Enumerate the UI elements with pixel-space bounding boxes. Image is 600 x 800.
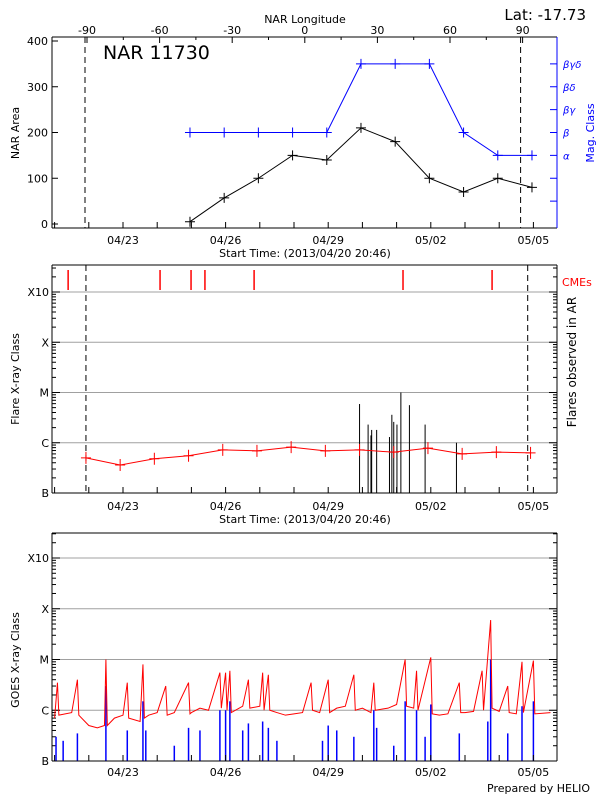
- goes-x-tick-label: 05/02: [415, 766, 447, 779]
- credit-label: Prepared by HELIO: [487, 782, 590, 795]
- flares-y-tick-label: B: [41, 487, 49, 500]
- goes-x-tick-label: 05/05: [518, 766, 550, 779]
- mag-class-point: [355, 58, 366, 69]
- nar-area-point: [321, 154, 332, 165]
- goes-y-tick-label: X10: [27, 552, 49, 565]
- flare-level-point: [457, 447, 468, 460]
- goes-y-tick-label: B: [41, 755, 49, 768]
- top-axis-label: NAR Longitude: [264, 13, 346, 26]
- nar-y-tick-label: 0: [41, 218, 48, 231]
- mag-class-tick-label: βδ: [562, 83, 576, 94]
- goes-x-tick-label: 04/23: [107, 766, 139, 779]
- nar-y-tick-label: 200: [27, 127, 48, 140]
- goes-x-tick-label: 04/29: [312, 766, 344, 779]
- nar-area-point: [253, 173, 264, 184]
- longitude-tick-label: 90: [516, 24, 530, 37]
- nar-area-point: [184, 216, 195, 227]
- mag-class-point: [458, 127, 469, 138]
- nar-area-point: [355, 122, 366, 133]
- longitude-tick-label: -60: [151, 24, 169, 37]
- flares-x-label: Start Time: (2013/04/20 20:46): [219, 513, 391, 526]
- flare-level-point: [115, 459, 126, 472]
- mag-class-tick-label: α: [563, 151, 570, 162]
- nar-y-tick-label: 300: [27, 81, 48, 94]
- nar-area-point: [424, 173, 435, 184]
- nar-x-label: Start Time: (2013/04/20 20:46): [219, 247, 391, 260]
- mag-class-tick-label: βγ: [562, 106, 576, 117]
- mag-class-label: Mag. Class: [584, 103, 597, 162]
- mag-class-point: [321, 127, 332, 138]
- nar-area-point: [458, 186, 469, 197]
- mag-class-point: [390, 58, 401, 69]
- nar-x-tick-label: 04/29: [312, 234, 344, 247]
- flares-x-tick-label: 05/02: [415, 500, 447, 513]
- mag-class-point: [219, 127, 230, 138]
- flares-x-tick-label: 04/23: [107, 500, 139, 513]
- flares-y-label: Flare X-ray Class: [9, 333, 22, 425]
- nar-x-tick-label: 05/05: [518, 234, 550, 247]
- mag-class-point: [492, 150, 503, 161]
- longitude-tick-label: 0: [301, 24, 308, 37]
- goes-x-tick-label: 04/26: [210, 766, 242, 779]
- nar-y-label: NAR Area: [9, 107, 22, 159]
- flare-level-line: [85, 446, 531, 466]
- flares-x-tick-label: 04/26: [210, 500, 242, 513]
- nar-x-tick-label: 05/02: [415, 234, 447, 247]
- flare-level-point: [80, 451, 91, 464]
- flares-y-tick-label: C: [41, 437, 49, 450]
- mag-class-point: [526, 150, 537, 161]
- goes-y-tick-label: M: [40, 654, 50, 667]
- flare-level-point: [251, 444, 262, 457]
- nar-area-point: [219, 192, 230, 203]
- mag-class-tick-label: βγδ: [562, 60, 581, 71]
- mag-class-point: [184, 127, 195, 138]
- region-title: NAR 11730: [103, 42, 210, 64]
- flare-level-point: [491, 446, 502, 459]
- flares-x-tick-label: 04/29: [312, 500, 344, 513]
- nar-area-point: [390, 136, 401, 147]
- flare-level-point: [388, 446, 399, 459]
- mag-class-point: [424, 58, 435, 69]
- flare-level-point: [525, 446, 536, 459]
- nar-area-point: [492, 173, 503, 184]
- flare-level-point: [183, 449, 194, 462]
- flares-x-tick-label: 05/05: [518, 500, 550, 513]
- longitude-tick-label: -30: [223, 24, 241, 37]
- flare-level-point: [354, 443, 365, 456]
- mag-class-tick-label: β: [562, 129, 570, 140]
- flare-level-point: [217, 443, 228, 456]
- flare-level-point: [320, 444, 331, 457]
- flares-y2-label: Flares observed in AR: [565, 297, 579, 427]
- longitude-tick-label: 30: [370, 24, 384, 37]
- latitude-label: Lat: -17.73: [504, 6, 586, 24]
- nar-y-tick-label: 400: [27, 35, 48, 48]
- flare-level-point: [286, 441, 297, 454]
- flares-y-tick-label: X10: [27, 286, 49, 299]
- flare-level-point: [422, 442, 433, 455]
- mag-class-line: [189, 63, 532, 156]
- goes-long-line: [54, 619, 551, 729]
- cme-label: CMEs: [562, 276, 592, 289]
- flares-y-tick-label: X: [41, 336, 49, 349]
- mag-class-point: [287, 127, 298, 138]
- nar-area-line: [189, 127, 533, 223]
- nar-x-tick-label: 04/26: [210, 234, 242, 247]
- longitude-tick-label: -90: [78, 24, 96, 37]
- flare-level-point: [149, 452, 160, 465]
- goes-y-tick-label: C: [41, 704, 49, 717]
- goes-y-tick-label: X: [41, 603, 49, 616]
- nar-x-tick-label: 04/23: [107, 234, 139, 247]
- nar-area-point: [287, 150, 298, 161]
- flares-y-tick-label: M: [40, 387, 50, 400]
- nar-y-tick-label: 100: [27, 172, 48, 185]
- nar-area-point: [526, 182, 537, 193]
- mag-class-point: [253, 127, 264, 138]
- longitude-tick-label: 60: [443, 24, 457, 37]
- goes-y-label: GOES X-ray Class: [9, 612, 22, 708]
